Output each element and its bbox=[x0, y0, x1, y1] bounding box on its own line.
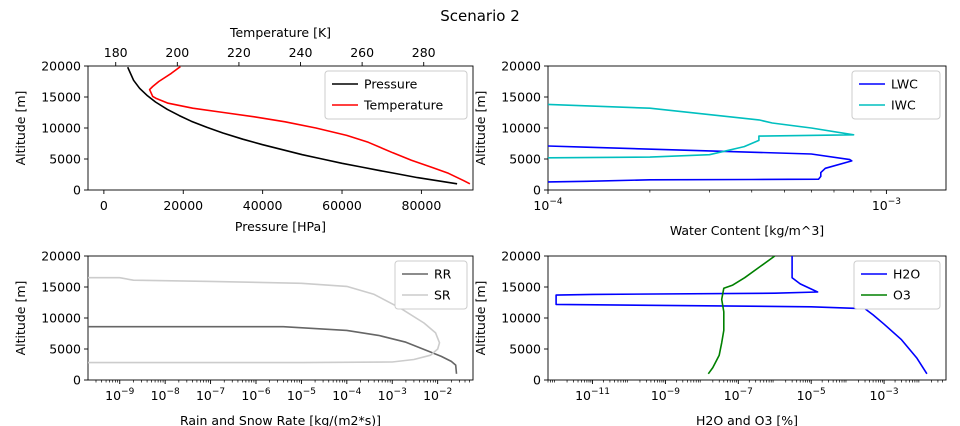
x-tick-label: 10−9 bbox=[105, 387, 134, 403]
top-x-tick-label: 200 bbox=[165, 45, 189, 60]
y-tick-label: 5000 bbox=[509, 152, 541, 167]
y-axis-label: Altitude [m] bbox=[13, 91, 28, 166]
y-tick-label: 10000 bbox=[501, 121, 541, 136]
x-tick-label: 10−11 bbox=[575, 387, 610, 403]
series-line-temperature bbox=[148, 66, 471, 185]
y-tick-label: 20000 bbox=[41, 249, 81, 264]
legend-frame bbox=[853, 260, 941, 310]
series-line-iwc bbox=[548, 103, 855, 159]
legend-frame bbox=[394, 260, 468, 310]
x-tick-label: 40000 bbox=[243, 198, 283, 213]
top-x-tick-label: 180 bbox=[104, 45, 128, 60]
legend-label-h2o: H2O bbox=[893, 267, 920, 282]
x-tick-label: 10−8 bbox=[151, 387, 180, 403]
legend-label-sr: SR bbox=[434, 288, 451, 303]
x-tick-label: 60000 bbox=[322, 198, 362, 213]
y-tick-label: 15000 bbox=[501, 90, 541, 105]
x-tick-label: 10−5 bbox=[797, 387, 826, 403]
y-tick-label: 15000 bbox=[41, 90, 81, 105]
y-tick-label: 20000 bbox=[41, 59, 81, 74]
x-tick-label: 10−3 bbox=[872, 197, 901, 213]
y-axis-label: Altitude [m] bbox=[473, 91, 488, 166]
y-tick-label: 0 bbox=[533, 373, 541, 388]
subplot-p2: 0 5000 10000 15000 20000 Altitude [m] 10−4 10−3… bbox=[473, 59, 947, 238]
y-tick-label: 10000 bbox=[41, 311, 81, 326]
x-tick-label: 10−4 bbox=[332, 387, 361, 403]
x-tick-label: 10−5 bbox=[287, 387, 316, 403]
series-line-h2o bbox=[555, 256, 928, 375]
series-line-pressure bbox=[126, 66, 458, 185]
top-x-tick-label: 240 bbox=[289, 45, 313, 60]
top-x-axis-label: Temperature [K] bbox=[229, 25, 331, 40]
top-x-tick-label: 260 bbox=[350, 45, 374, 60]
y-tick-label: 5000 bbox=[49, 152, 81, 167]
x-tick-label: 10−2 bbox=[423, 387, 452, 403]
x-axis-label: H2O and O3 [%] bbox=[696, 413, 798, 426]
x-tick-label: 20000 bbox=[163, 198, 203, 213]
legend-label-iwc: IWC bbox=[891, 98, 916, 113]
y-tick-label: 0 bbox=[73, 183, 81, 198]
subplot-p4: 0 5000 10000 15000 20000 Altitude [m] 10−11 10−… bbox=[473, 249, 947, 426]
figure-title: Scenario 2 bbox=[440, 7, 520, 25]
x-tick-label: 0 bbox=[100, 198, 108, 213]
series-line-lwc bbox=[548, 145, 853, 183]
top-x-tick-label: 220 bbox=[227, 45, 251, 60]
x-axis-label: Water Content [kg/m^3] bbox=[670, 223, 824, 238]
x-tick-label: 10−3 bbox=[378, 387, 407, 403]
subplot-p1: 0 5000 10000 15000 20000 Altitude [m] 0 20000 40… bbox=[13, 25, 474, 234]
x-tick-label: 10−6 bbox=[241, 387, 270, 403]
x-tick-label: 10−7 bbox=[724, 387, 753, 403]
legend-label-pressure: Pressure bbox=[364, 77, 418, 92]
y-tick-label: 20000 bbox=[501, 59, 541, 74]
legend-label-lwc: LWC bbox=[891, 77, 918, 92]
series-line-sr bbox=[88, 276, 441, 364]
subplot-p3: 0 5000 10000 15000 20000 Altitude [m] 10−9 10−8… bbox=[13, 249, 474, 426]
y-tick-label: 10000 bbox=[41, 121, 81, 136]
legend: RR SR bbox=[394, 260, 468, 310]
x-axis-label: Rain and Snow Rate [kg/(m2*s)] bbox=[180, 413, 381, 426]
series-line-o3 bbox=[707, 256, 776, 375]
y-tick-label: 5000 bbox=[49, 342, 81, 357]
series-line-rr bbox=[88, 325, 458, 374]
legend-frame bbox=[324, 70, 468, 120]
y-tick-label: 15000 bbox=[501, 280, 541, 295]
y-tick-label: 10000 bbox=[501, 311, 541, 326]
legend-frame bbox=[851, 70, 941, 120]
legend-label-o3: O3 bbox=[893, 288, 911, 303]
legend-label-temperature: Temperature bbox=[363, 98, 443, 113]
y-axis-label: Altitude [m] bbox=[473, 281, 488, 356]
x-tick-label: 10−9 bbox=[651, 387, 680, 403]
x-axis-label: Pressure [HPa] bbox=[235, 219, 326, 234]
y-axis-label: Altitude [m] bbox=[13, 281, 28, 356]
legend: Pressure Temperature bbox=[324, 70, 468, 120]
y-tick-label: 20000 bbox=[501, 249, 541, 264]
x-tick-label: 10−4 bbox=[533, 197, 562, 213]
y-tick-label: 15000 bbox=[41, 280, 81, 295]
x-tick-label: 80000 bbox=[402, 198, 442, 213]
legend: LWC IWC bbox=[851, 70, 941, 120]
x-tick-label: 10−7 bbox=[196, 387, 225, 403]
y-tick-label: 5000 bbox=[509, 342, 541, 357]
x-tick-label: 10−3 bbox=[869, 387, 898, 403]
legend-label-rr: RR bbox=[434, 267, 452, 282]
y-tick-label: 0 bbox=[73, 373, 81, 388]
top-x-tick-label: 280 bbox=[412, 45, 436, 60]
y-tick-label: 0 bbox=[533, 183, 541, 198]
